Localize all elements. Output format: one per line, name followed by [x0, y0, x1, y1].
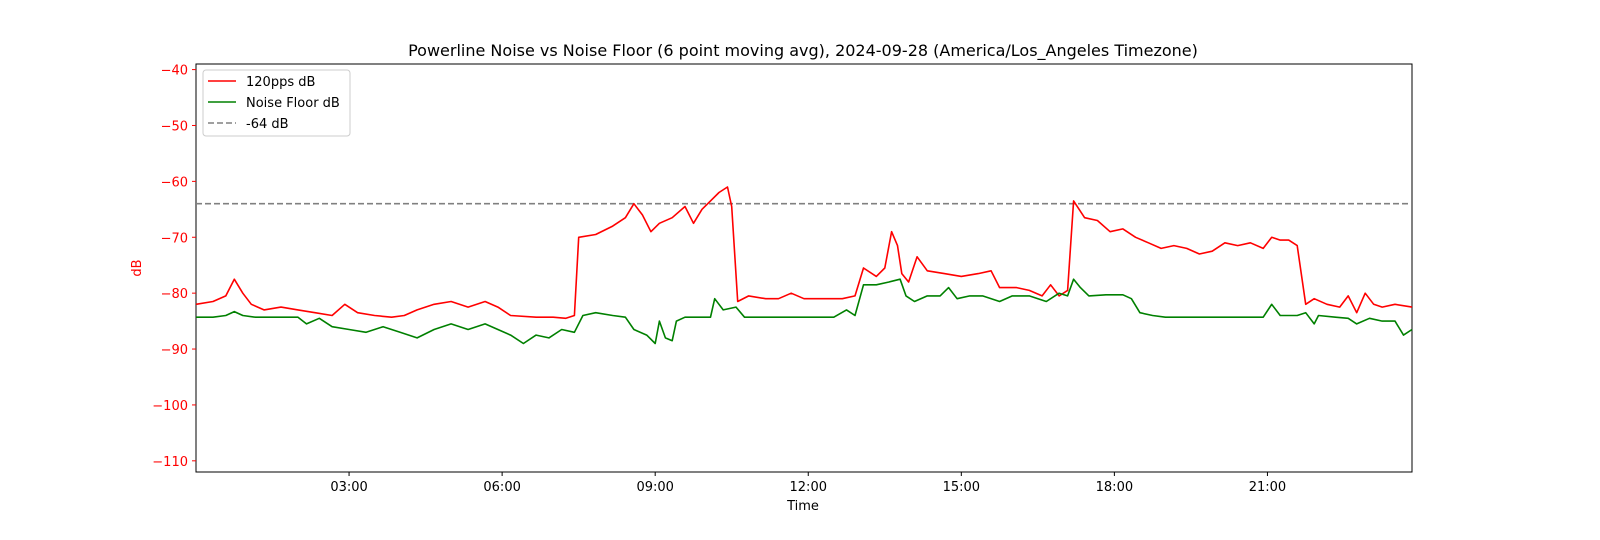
- legend-entry-reference-label: -64 dB: [246, 117, 289, 132]
- y-axis-title: dB: [130, 259, 145, 276]
- y-tick-label: −70: [161, 231, 188, 246]
- x-tick-label: 21:00: [1249, 480, 1286, 495]
- legend-entry-120pps-label: 120pps dB: [246, 75, 315, 90]
- plot-area: [195, 63, 1413, 473]
- series-layer: [195, 186, 1413, 345]
- x-axis-title: Time: [786, 499, 819, 514]
- x-axis: 03:00 06:00 09:00 12:00 15:00 18:00 21:00: [330, 472, 1286, 495]
- x-tick-label: 15:00: [943, 480, 980, 495]
- y-tick-label: −100: [152, 399, 188, 414]
- x-tick-label: 03:00: [330, 480, 367, 495]
- legend-entry-noise-floor-label: Noise Floor dB: [246, 96, 340, 111]
- y-axis: −40 −50 −60 −70 −80 −90 −100 −110: [152, 64, 196, 470]
- legend-box: [202, 69, 351, 137]
- x-tick-label: 18:00: [1096, 480, 1133, 495]
- legend: 120pps dB Noise Floor dB -64 dB: [202, 69, 351, 137]
- series-line-noise-floor: [196, 278, 1413, 345]
- y-tick-label: −90: [161, 343, 188, 358]
- y-tick-label: −40: [161, 64, 188, 79]
- x-tick-label: 09:00: [636, 480, 673, 495]
- y-tick-label: −50: [161, 119, 188, 134]
- y-tick-label: −60: [161, 175, 188, 190]
- y-tick-label: −80: [161, 287, 188, 302]
- chart-title: Powerline Noise vs Noise Floor (6 point …: [408, 41, 1198, 61]
- y-tick-label: −110: [152, 455, 188, 470]
- x-tick-label: 06:00: [483, 480, 520, 495]
- series-line-120pps: [195, 186, 1413, 320]
- x-tick-label: 12:00: [790, 480, 827, 495]
